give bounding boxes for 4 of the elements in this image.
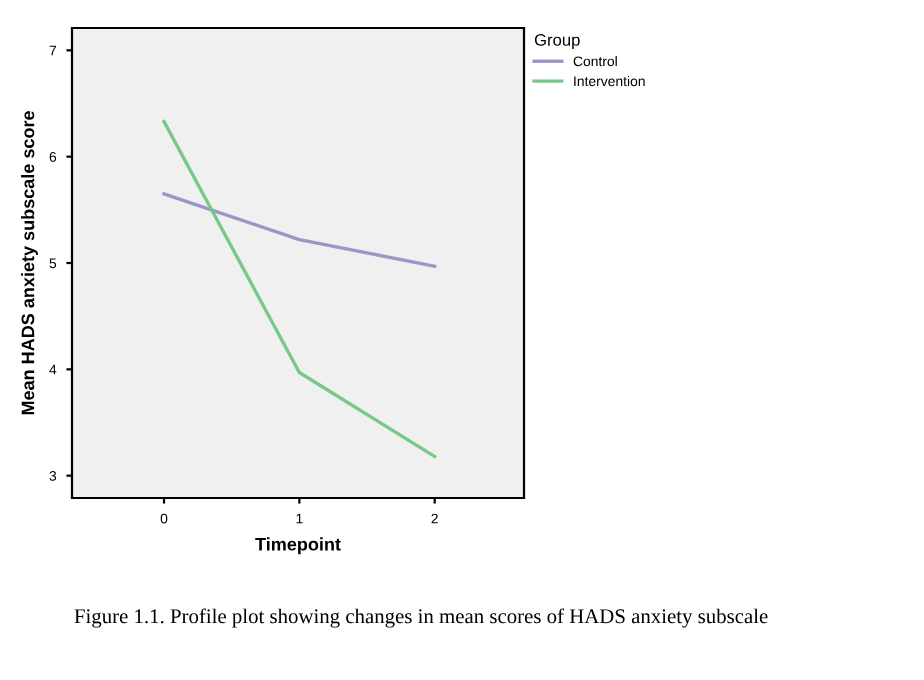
legend-title: Group: [534, 34, 580, 50]
x-axis-title: Timepoint: [255, 537, 341, 555]
y-axis-title: Mean HADS anxiety subscale score: [21, 111, 38, 415]
caption: Figure 1.1. Profile plot showing changes in mean scores of HADS anxiety subscale: [74, 608, 768, 628]
